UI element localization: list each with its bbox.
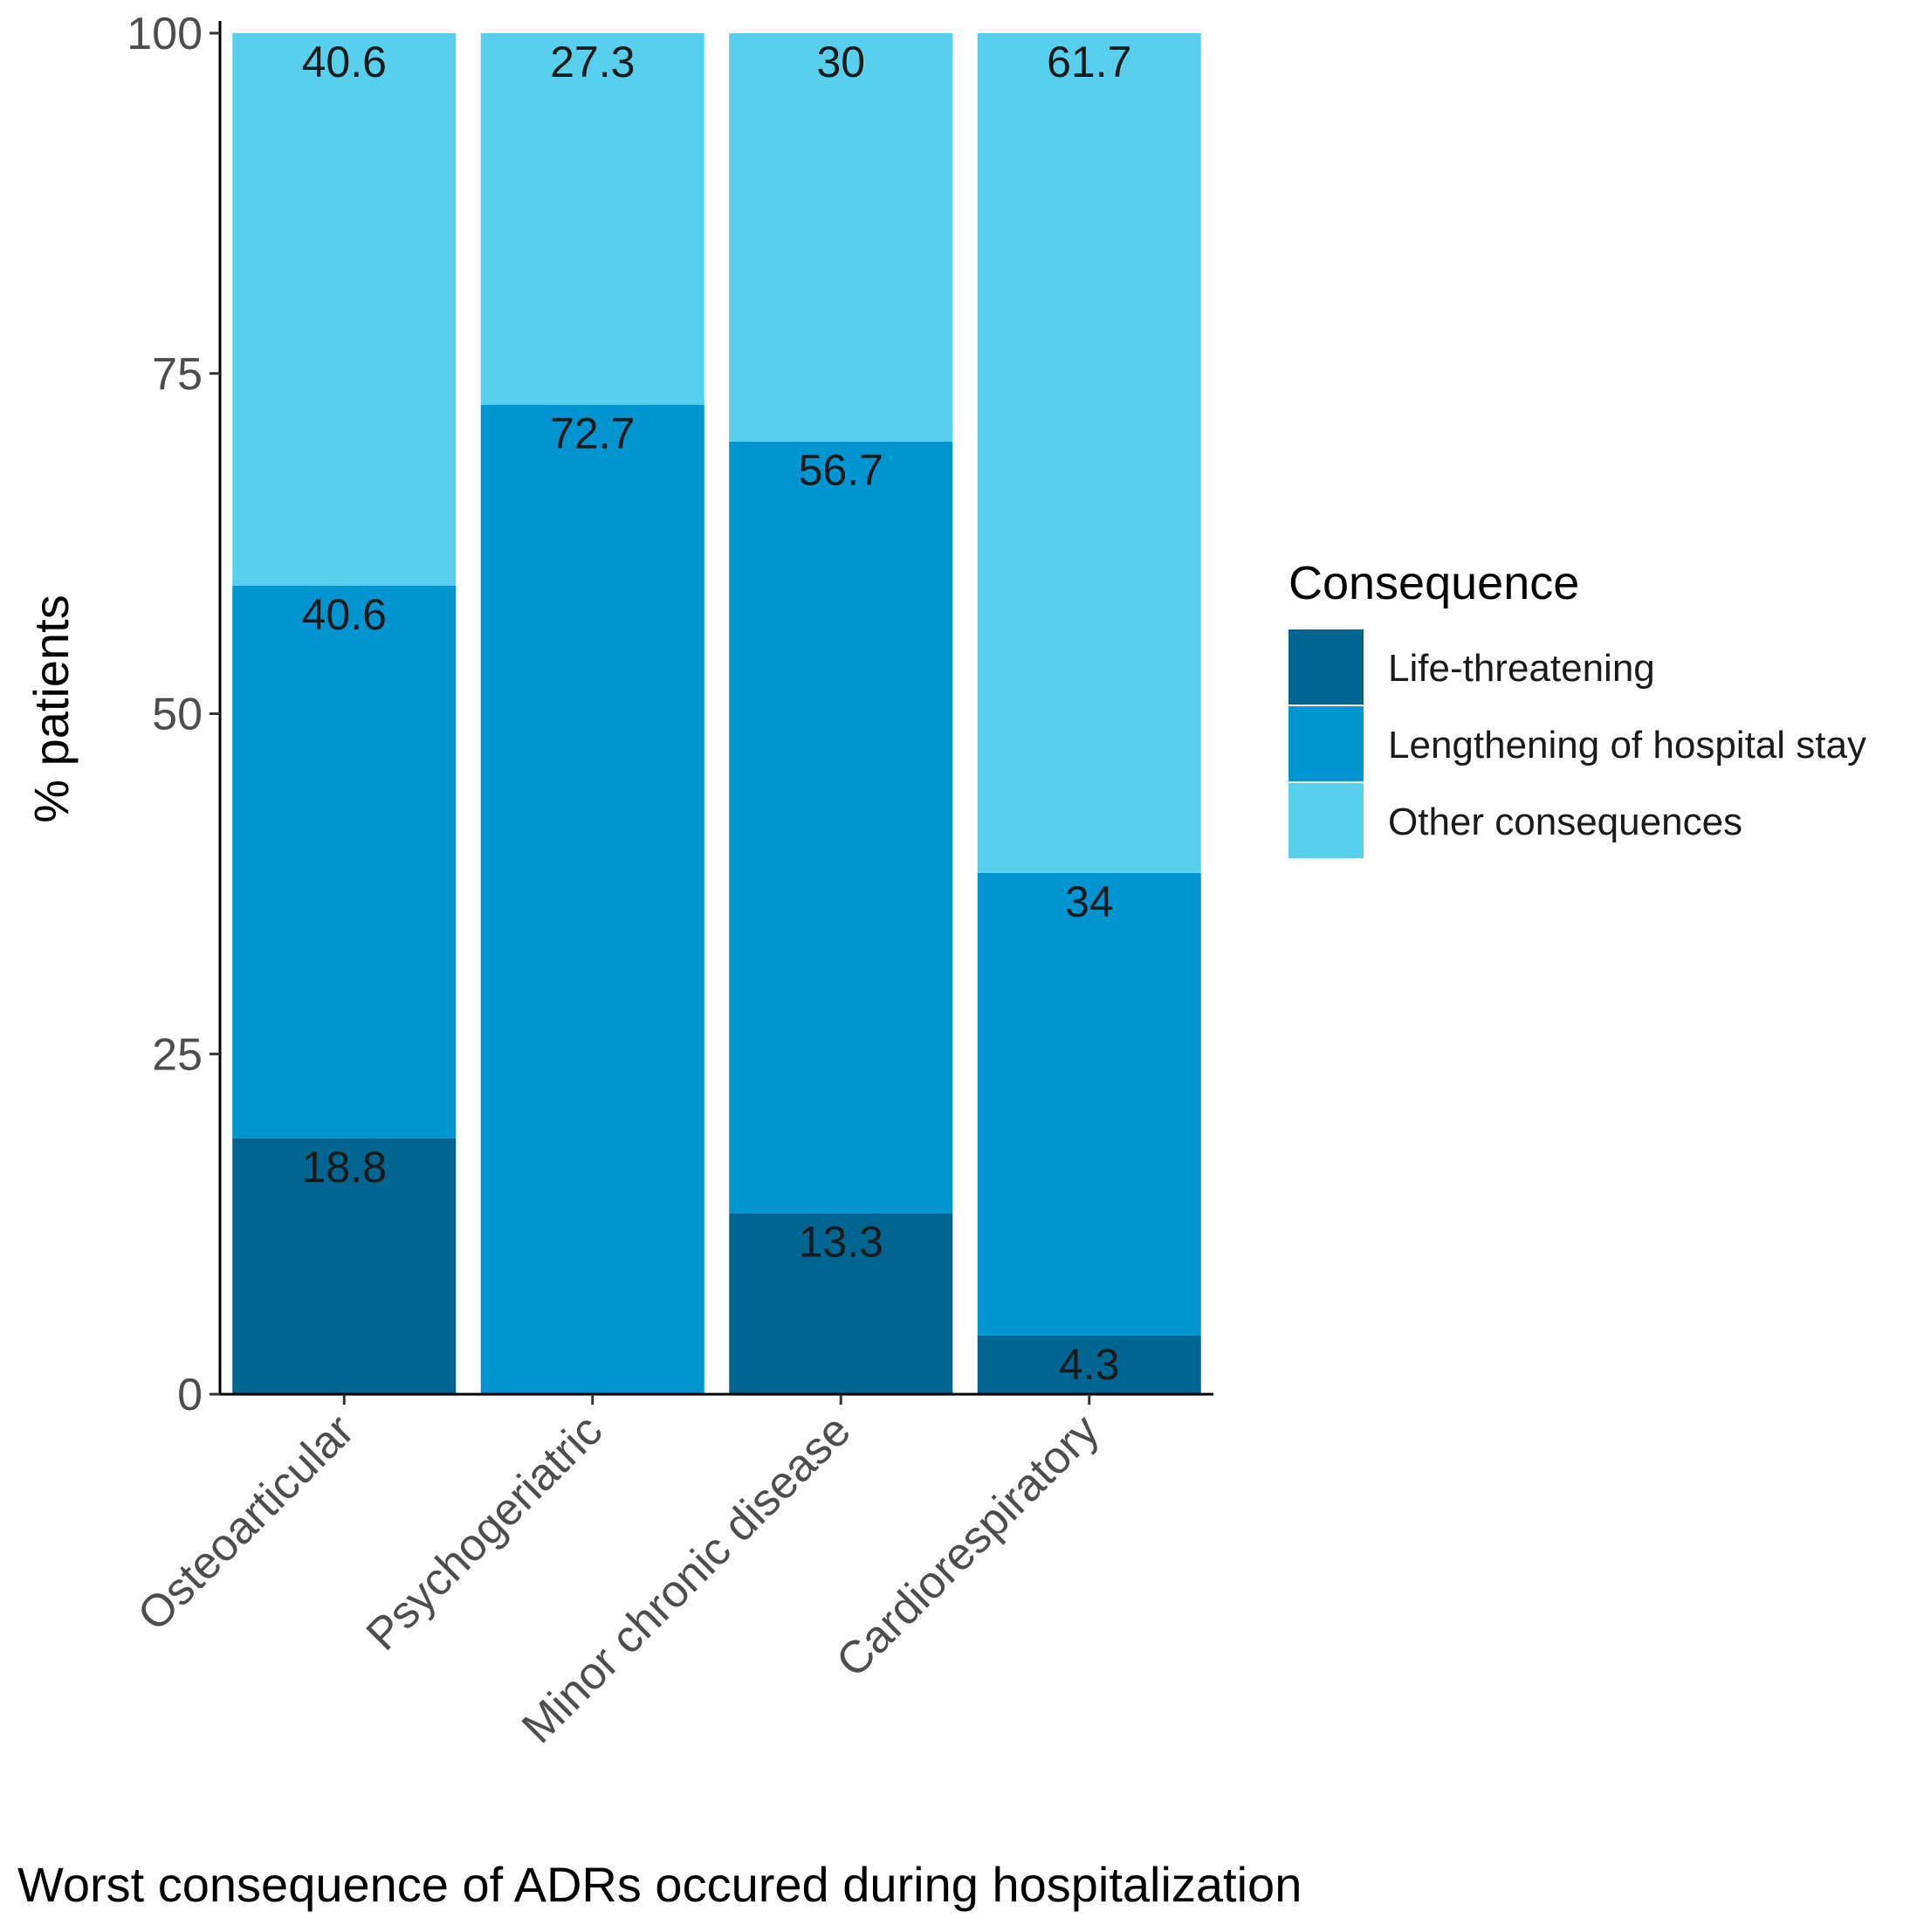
bar-cardiorespiratory-other-consequences	[977, 33, 1201, 873]
legend-key-other-consequences	[1288, 783, 1364, 858]
legend-title: Consequence	[1288, 557, 1579, 609]
x-axis-title: Worst consequence of ADRs occured during…	[17, 1857, 1302, 1912]
y-tick-label-100: 100	[127, 9, 203, 59]
y-tick-label-50: 50	[152, 690, 203, 740]
legend-key-lengthening-of-hospital-stay	[1288, 706, 1364, 781]
y-tick-label-75: 75	[152, 349, 203, 400]
bar-cardiorespiratory-life-threatening	[977, 1335, 1201, 1394]
data-label-osteoarticular-other-consequences: 40.6	[302, 38, 387, 86]
data-label-psychogeriatric-lengthening-of-hospital-stay: 72.7	[550, 409, 635, 458]
bar-psychogeriatric-lengthening-of-hospital-stay	[480, 404, 704, 1395]
bar-osteoarticular-other-consequences	[232, 33, 457, 586]
data-label-minor-chronic-disease-life-threatening: 13.3	[799, 1218, 883, 1267]
data-label-psychogeriatric-other-consequences: 27.3	[550, 38, 635, 86]
bar-labels-layer: 18.8 40.6 40.6 72.7 27.3 13.3 56.7 30 4.3 34 61.7	[302, 38, 1132, 1389]
legend-items: Life-threatening Lengthening of hospital …	[1288, 629, 1866, 858]
bars-layer	[232, 33, 1201, 1395]
x-tick-label-cardiorespiratory: Cardiorespiratory	[827, 1405, 1109, 1687]
legend-label-life-threatening: Life-threatening	[1388, 647, 1655, 690]
legend: Consequence Life-threatening Lengthening …	[1288, 557, 1866, 858]
bar-minor-chronic-disease-lengthening-of-hospital-stay	[729, 441, 953, 1214]
data-label-minor-chronic-disease-lengthening-of-hospital-stay: 56.7	[799, 446, 883, 495]
data-label-osteoarticular-life-threatening: 18.8	[302, 1143, 387, 1192]
bar-minor-chronic-disease-other-consequences	[729, 33, 953, 442]
legend-key-life-threatening	[1288, 629, 1364, 705]
bar-cardiorespiratory-lengthening-of-hospital-stay	[977, 872, 1201, 1336]
legend-label-lengthening-of-hospital-stay: Lengthening of hospital stay	[1388, 724, 1866, 767]
data-label-cardiorespiratory-lengthening-of-hospital-stay: 34	[1065, 877, 1114, 926]
x-tick-label-osteoarticular: Osteoarticular	[128, 1405, 364, 1640]
bar-minor-chronic-disease-life-threatening	[729, 1213, 953, 1394]
y-axis-title: % patients	[24, 595, 79, 823]
bar-osteoarticular-lengthening-of-hospital-stay	[232, 585, 457, 1138]
bar-psychogeriatric-other-consequences	[480, 33, 704, 405]
data-label-cardiorespiratory-other-consequences: 61.7	[1047, 38, 1131, 86]
x-tick-label-psychogeriatric: Psychogeriatric	[357, 1405, 612, 1660]
y-tick-label-25: 25	[152, 1029, 203, 1080]
bar-osteoarticular-life-threatening	[232, 1138, 457, 1394]
data-label-cardiorespiratory-life-threatening: 4.3	[1059, 1340, 1120, 1389]
data-label-minor-chronic-disease-other-consequences: 30	[816, 38, 865, 86]
y-tick-label-0: 0	[177, 1370, 203, 1420]
legend-label-other-consequences: Other consequences	[1388, 801, 1742, 843]
data-label-osteoarticular-lengthening-of-hospital-stay: 40.6	[302, 590, 387, 639]
